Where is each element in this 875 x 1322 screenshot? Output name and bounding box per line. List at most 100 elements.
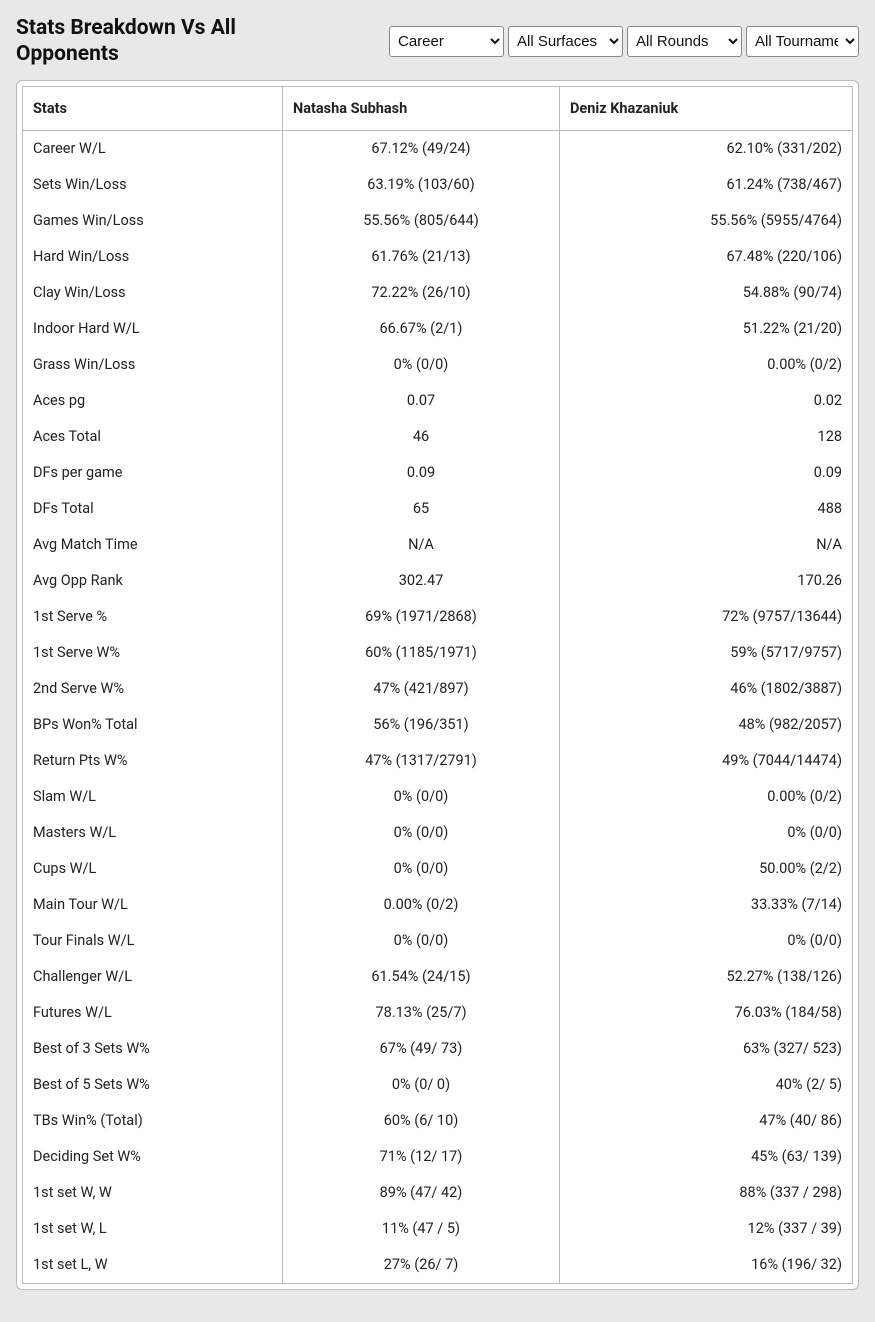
stat-value-player1: 11% (47 / 5) bbox=[283, 1211, 560, 1247]
col-header-player1: Natasha Subhash bbox=[283, 86, 560, 130]
stat-value-player1: 47% (421/897) bbox=[283, 671, 560, 707]
table-row: Clay Win/Loss72.22% (26/10)54.88% (90/74… bbox=[23, 275, 853, 311]
stat-label: Challenger W/L bbox=[23, 959, 283, 995]
stat-value-player1: 0% (0/0) bbox=[283, 347, 560, 383]
stat-value-player1: 0% (0/ 0) bbox=[283, 1067, 560, 1103]
stats-table-container: Stats Natasha Subhash Deniz Khazaniuk Ca… bbox=[16, 80, 859, 1290]
stat-value-player1: 67.12% (49/24) bbox=[283, 130, 560, 167]
stat-label: Aces Total bbox=[23, 419, 283, 455]
stat-value-player1: 47% (1317/2791) bbox=[283, 743, 560, 779]
filter-surface-select[interactable]: All Surfaces bbox=[508, 26, 623, 57]
stat-value-player1: 89% (47/ 42) bbox=[283, 1175, 560, 1211]
table-row: Futures W/L78.13% (25/7)76.03% (184/58) bbox=[23, 995, 853, 1031]
stat-value-player2: 33.33% (7/14) bbox=[560, 887, 853, 923]
table-row: BPs Won% Total56% (196/351)48% (982/2057… bbox=[23, 707, 853, 743]
stat-label: Return Pts W% bbox=[23, 743, 283, 779]
table-row: DFs per game0.090.09 bbox=[23, 455, 853, 491]
stat-value-player1: 0% (0/0) bbox=[283, 923, 560, 959]
stat-label: 2nd Serve W% bbox=[23, 671, 283, 707]
stat-value-player1: 67% (49/ 73) bbox=[283, 1031, 560, 1067]
table-row: Main Tour W/L0.00% (0/2)33.33% (7/14) bbox=[23, 887, 853, 923]
filter-rounds-select[interactable]: All Rounds bbox=[627, 26, 742, 57]
stat-value-player1: 46 bbox=[283, 419, 560, 455]
table-row: 1st set W, W89% (47/ 42)88% (337 / 298) bbox=[23, 1175, 853, 1211]
stat-value-player2: 0% (0/0) bbox=[560, 815, 853, 851]
table-row: Games Win/Loss55.56% (805/644)55.56% (59… bbox=[23, 203, 853, 239]
stat-label: DFs Total bbox=[23, 491, 283, 527]
table-row: 1st Serve %69% (1971/2868)72% (9757/1364… bbox=[23, 599, 853, 635]
table-row: Best of 3 Sets W%67% (49/ 73)63% (327/ 5… bbox=[23, 1031, 853, 1067]
stat-value-player2: 46% (1802/3887) bbox=[560, 671, 853, 707]
header-row: Stats Breakdown Vs All Opponents Career … bbox=[0, 0, 875, 80]
stat-value-player2: 0.09 bbox=[560, 455, 853, 491]
stat-value-player2: 76.03% (184/58) bbox=[560, 995, 853, 1031]
stat-label: Best of 3 Sets W% bbox=[23, 1031, 283, 1067]
table-row: Slam W/L0% (0/0)0.00% (0/2) bbox=[23, 779, 853, 815]
stat-value-player2: 0% (0/0) bbox=[560, 923, 853, 959]
stat-value-player1: 63.19% (103/60) bbox=[283, 167, 560, 203]
stat-label: Career W/L bbox=[23, 130, 283, 167]
stat-label: Avg Opp Rank bbox=[23, 563, 283, 599]
stat-label: Indoor Hard W/L bbox=[23, 311, 283, 347]
stat-value-player1: 302.47 bbox=[283, 563, 560, 599]
table-row: Avg Opp Rank302.47170.26 bbox=[23, 563, 853, 599]
stat-label: Best of 5 Sets W% bbox=[23, 1067, 283, 1103]
filter-tournaments-select[interactable]: All Tournaments bbox=[746, 26, 859, 57]
stat-label: 1st Serve % bbox=[23, 599, 283, 635]
stat-value-player1: 0% (0/0) bbox=[283, 779, 560, 815]
table-row: Masters W/L0% (0/0)0% (0/0) bbox=[23, 815, 853, 851]
stat-label: 1st set W, L bbox=[23, 1211, 283, 1247]
stat-value-player2: 16% (196/ 32) bbox=[560, 1247, 853, 1284]
stat-value-player1: 72.22% (26/10) bbox=[283, 275, 560, 311]
stats-table: Stats Natasha Subhash Deniz Khazaniuk Ca… bbox=[22, 86, 853, 1284]
stat-value-player1: 0.07 bbox=[283, 383, 560, 419]
stat-value-player2: 170.26 bbox=[560, 563, 853, 599]
stat-value-player2: 88% (337 / 298) bbox=[560, 1175, 853, 1211]
stat-value-player2: N/A bbox=[560, 527, 853, 563]
table-row: Aces Total46128 bbox=[23, 419, 853, 455]
stat-value-player1: 0% (0/0) bbox=[283, 815, 560, 851]
table-row: Cups W/L0% (0/0)50.00% (2/2) bbox=[23, 851, 853, 887]
table-row: Tour Finals W/L0% (0/0)0% (0/0) bbox=[23, 923, 853, 959]
stat-value-player1: 61.54% (24/15) bbox=[283, 959, 560, 995]
stat-value-player1: 27% (26/ 7) bbox=[283, 1247, 560, 1284]
stat-value-player2: 0.00% (0/2) bbox=[560, 347, 853, 383]
table-row: Indoor Hard W/L66.67% (2/1)51.22% (21/20… bbox=[23, 311, 853, 347]
stat-value-player2: 52.27% (138/126) bbox=[560, 959, 853, 995]
stat-value-player2: 67.48% (220/106) bbox=[560, 239, 853, 275]
stat-label: Games Win/Loss bbox=[23, 203, 283, 239]
filter-career-select[interactable]: Career bbox=[389, 26, 504, 57]
stat-value-player2: 0.02 bbox=[560, 383, 853, 419]
stat-value-player1: 60% (6/ 10) bbox=[283, 1103, 560, 1139]
table-header-row: Stats Natasha Subhash Deniz Khazaniuk bbox=[23, 86, 853, 130]
table-row: Best of 5 Sets W%0% (0/ 0)40% (2/ 5) bbox=[23, 1067, 853, 1103]
table-row: 1st Serve W%60% (1185/1971)59% (5717/975… bbox=[23, 635, 853, 671]
stat-label: Cups W/L bbox=[23, 851, 283, 887]
table-row: Career W/L67.12% (49/24)62.10% (331/202) bbox=[23, 130, 853, 167]
stat-value-player1: 61.76% (21/13) bbox=[283, 239, 560, 275]
stat-label: DFs per game bbox=[23, 455, 283, 491]
stat-value-player2: 45% (63/ 139) bbox=[560, 1139, 853, 1175]
stat-label: Hard Win/Loss bbox=[23, 239, 283, 275]
table-row: 2nd Serve W%47% (421/897)46% (1802/3887) bbox=[23, 671, 853, 707]
stat-label: Deciding Set W% bbox=[23, 1139, 283, 1175]
table-row: 1st set L, W27% (26/ 7)16% (196/ 32) bbox=[23, 1247, 853, 1284]
col-header-player2: Deniz Khazaniuk bbox=[560, 86, 853, 130]
stat-label: BPs Won% Total bbox=[23, 707, 283, 743]
stat-value-player2: 59% (5717/9757) bbox=[560, 635, 853, 671]
stat-label: Clay Win/Loss bbox=[23, 275, 283, 311]
stat-value-player2: 48% (982/2057) bbox=[560, 707, 853, 743]
stat-value-player1: 78.13% (25/7) bbox=[283, 995, 560, 1031]
stat-value-player1: 60% (1185/1971) bbox=[283, 635, 560, 671]
stat-label: Masters W/L bbox=[23, 815, 283, 851]
stat-value-player1: 71% (12/ 17) bbox=[283, 1139, 560, 1175]
stat-label: TBs Win% (Total) bbox=[23, 1103, 283, 1139]
stat-value-player1: 55.56% (805/644) bbox=[283, 203, 560, 239]
stat-label: Avg Match Time bbox=[23, 527, 283, 563]
stat-value-player2: 128 bbox=[560, 419, 853, 455]
stat-label: Slam W/L bbox=[23, 779, 283, 815]
table-row: Sets Win/Loss63.19% (103/60)61.24% (738/… bbox=[23, 167, 853, 203]
table-row: Grass Win/Loss0% (0/0)0.00% (0/2) bbox=[23, 347, 853, 383]
stat-value-player1: 0.09 bbox=[283, 455, 560, 491]
col-header-stats: Stats bbox=[23, 86, 283, 130]
